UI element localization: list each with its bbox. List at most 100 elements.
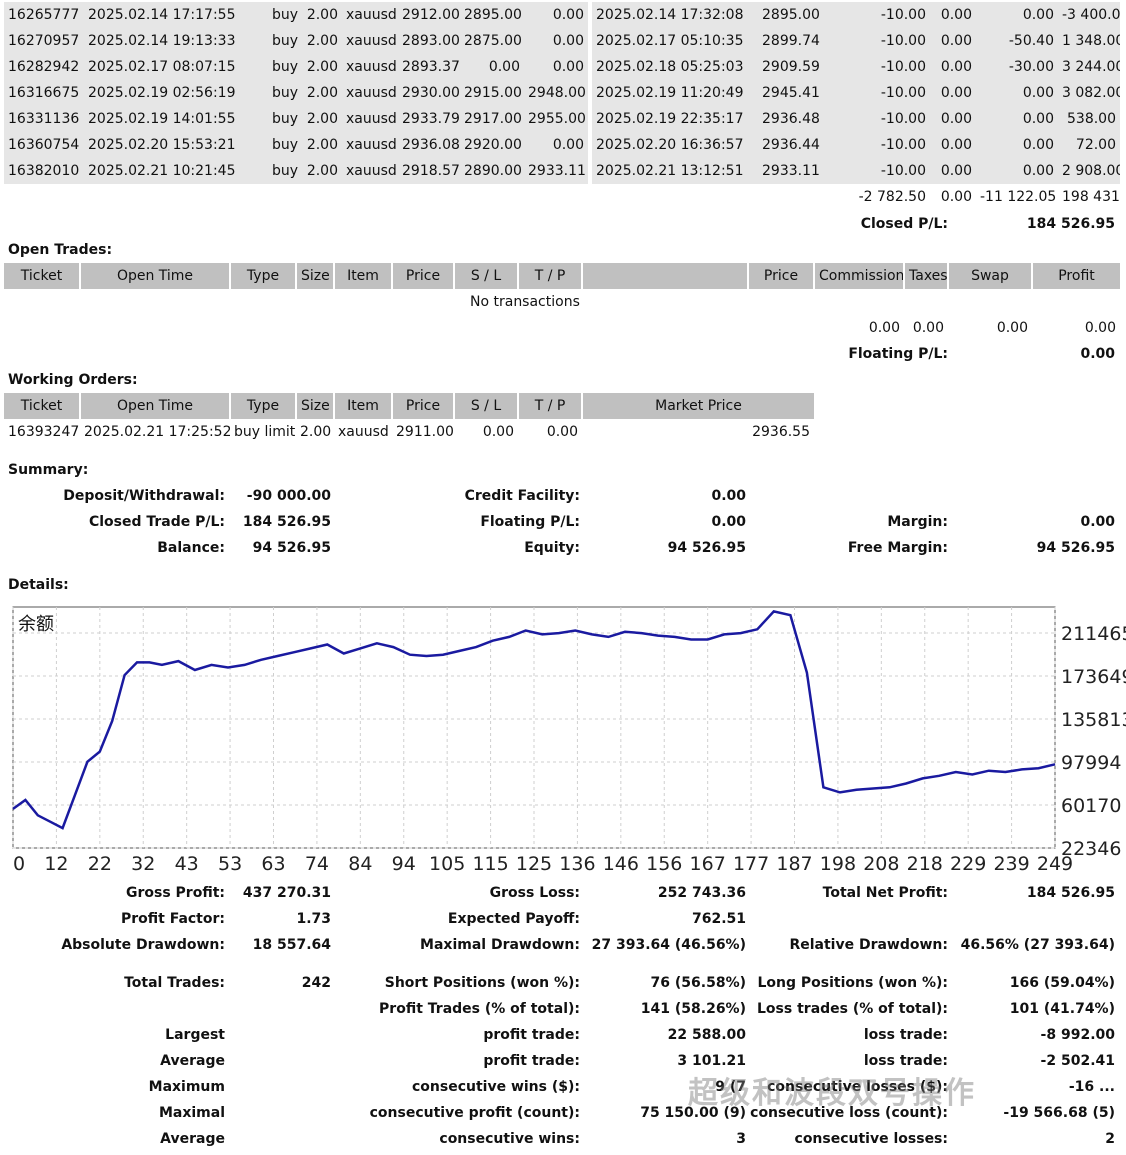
cell-close-time: 2025.02.19 11:20:49 — [592, 80, 758, 106]
cell-profit: 538.00 — [1058, 106, 1120, 132]
order-cell-tp: 0.00 — [546, 424, 578, 440]
order-cell-price: 2911.00 — [396, 424, 454, 440]
deposit-label: Deposit/Withdrawal: — [63, 488, 225, 504]
cell-open-time: 2025.02.19 14:01:55 — [84, 106, 260, 132]
cell-sl: 0.00 — [460, 54, 524, 80]
closed-trade-row: 16270957 2025.02.14 19:13:33 buy 2.00 xauusd… — [4, 28, 1120, 54]
cell-open-time: 2025.02.14 17:17:55 — [84, 2, 260, 28]
open-header-0: Ticket — [4, 263, 81, 289]
cell-close-price: 2945.41 — [758, 80, 822, 106]
cell-profit: 2 908.00 — [1058, 158, 1120, 184]
avg-loss: -2 502.41 — [1040, 1053, 1115, 1069]
cell-taxes: 0.00 — [930, 54, 976, 80]
chart-title: 余额 — [18, 614, 54, 635]
open-header-13: Profit — [1032, 263, 1120, 289]
cell-close-time: 2025.02.20 16:36:57 — [592, 132, 758, 158]
floating-pl-label: Floating P/L: — [848, 346, 948, 362]
chart-y-tick-label: 60170 — [1061, 795, 1121, 817]
cell-open-time: 2025.02.20 15:53:21 — [84, 132, 260, 158]
cell-tp: 2948.00 — [524, 80, 588, 106]
cell-close-price: 2895.00 — [758, 2, 822, 28]
cell-type: buy — [260, 54, 302, 80]
cell-profit: -3 400.00 — [1058, 2, 1120, 28]
chart-x-tick-label: 136 — [559, 853, 595, 875]
open-header-3: Size — [296, 263, 335, 289]
cell-tp: 0.00 — [524, 2, 588, 28]
loss-trades: 101 (41.74%) — [1009, 1001, 1115, 1017]
wo-header-5: Price — [392, 393, 455, 419]
cell-tp: 0.00 — [524, 54, 588, 80]
cell-close-price: 2899.74 — [758, 28, 822, 54]
chart-y-tick-label: 173649 — [1061, 666, 1126, 688]
cell-type: buy — [260, 2, 302, 28]
floating-label: Floating P/L: — [480, 514, 580, 530]
avg-losses-label: consecutive losses: — [794, 1131, 948, 1147]
avg-profit: 3 101.21 — [677, 1053, 746, 1069]
no-transactions-text: No transactions — [470, 294, 580, 310]
chart-x-tick-label: 84 — [348, 853, 372, 875]
margin-value: 0.00 — [1080, 514, 1115, 530]
cell-type: buy — [260, 158, 302, 184]
cell-close-price: 2936.48 — [758, 106, 822, 132]
order-cell-ticket: 16393247 — [8, 424, 80, 440]
cell-item: xauusd — [342, 28, 398, 54]
chart-x-tick-label: 146 — [603, 853, 639, 875]
closed-total-profit: 198 431.50 — [1062, 189, 1120, 205]
chart-x-tick-label: 198 — [820, 853, 856, 875]
balance-label: Balance: — [157, 540, 225, 556]
balance-value: 94 526.95 — [252, 540, 331, 556]
chart-x-tick-label: 94 — [392, 853, 416, 875]
wo-header-1: Open Time — [80, 393, 231, 419]
cell-item: xauusd — [342, 132, 398, 158]
chart-x-tick-label: 32 — [131, 853, 155, 875]
chart-x-tick-label: 12 — [44, 853, 68, 875]
cell-taxes: 0.00 — [930, 106, 976, 132]
cell-swap: -50.40 — [976, 28, 1058, 54]
chart-y-tick-label: 211465 — [1061, 623, 1126, 645]
chart-x-tick-label: 53 — [218, 853, 242, 875]
closed-total-taxes: 0.00 — [940, 189, 972, 205]
cell-size: 2.00 — [302, 28, 342, 54]
wo-header-6: S / L — [454, 393, 519, 419]
cell-size: 2.00 — [302, 2, 342, 28]
max-dd-label: Maximal Drawdown: — [420, 937, 580, 953]
wo-header-8: Market Price — [582, 393, 814, 419]
gross-loss: 252 743.36 — [657, 885, 746, 901]
short-label: Short Positions (won %): — [384, 975, 580, 991]
cell-type: buy — [260, 106, 302, 132]
chart-x-tick-label: 229 — [950, 853, 986, 875]
cell-commission: -10.00 — [822, 28, 930, 54]
cell-price: 2936.08 — [398, 132, 460, 158]
equity-label: Equity: — [524, 540, 580, 556]
closed-trade-row: 16282942 2025.02.17 08:07:15 buy 2.00 xauusd… — [4, 54, 1120, 80]
largest-profit: 22 588.00 — [667, 1027, 746, 1043]
chart-x-tick-label: 105 — [429, 853, 465, 875]
cell-close-time: 2025.02.18 05:25:03 — [592, 54, 758, 80]
total-trades-label: Total Trades: — [124, 975, 225, 991]
chart-x-tick-label: 239 — [993, 853, 1029, 875]
max-wins: 9 (7 — [715, 1079, 746, 1095]
cell-sl: 2915.00 — [460, 80, 524, 106]
cell-taxes: 0.00 — [930, 80, 976, 106]
rel-dd-label: Relative Drawdown: — [789, 937, 948, 953]
open-total-profit: 0.00 — [1084, 320, 1116, 336]
cell-sl: 2920.00 — [460, 132, 524, 158]
cell-open-time: 2025.02.17 08:07:15 — [84, 54, 260, 80]
cell-size: 2.00 — [302, 132, 342, 158]
cell-taxes: 0.00 — [930, 158, 976, 184]
cell-open-time: 2025.02.19 02:56:19 — [84, 80, 260, 106]
max-dd: 27 393.64 (46.56%) — [591, 937, 746, 953]
closed-total-swap: -11 122.05 — [980, 189, 1057, 205]
chart-y-tick-label: 97994 — [1061, 752, 1121, 774]
cell-type: buy — [260, 132, 302, 158]
cell-size: 2.00 — [302, 106, 342, 132]
cell-close-price: 2909.59 — [758, 54, 822, 80]
open-total-swap: 0.00 — [996, 320, 1028, 336]
profit-trades: 141 (58.26%) — [640, 1001, 746, 1017]
cell-profit: 3 082.00 — [1058, 80, 1120, 106]
cell-item: xauusd — [342, 80, 398, 106]
loss-trades-label: Loss trades (% of total): — [757, 1001, 948, 1017]
order-cell-market-price: 2936.55 — [752, 424, 810, 440]
